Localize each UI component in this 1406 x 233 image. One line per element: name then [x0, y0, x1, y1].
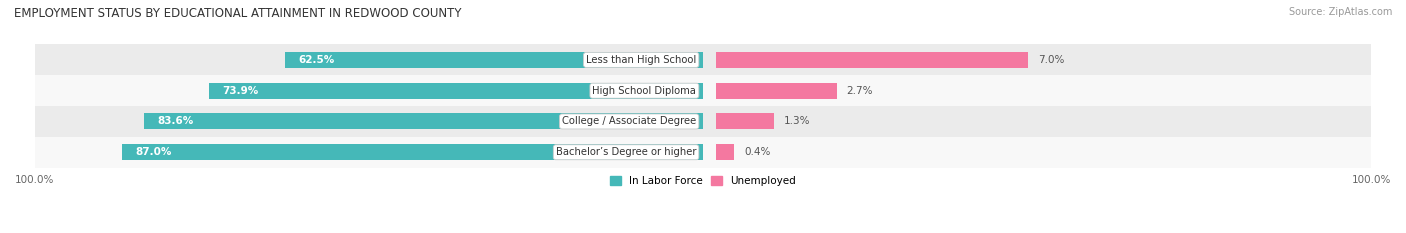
Text: Source: ZipAtlas.com: Source: ZipAtlas.com [1288, 7, 1392, 17]
Bar [717, 113, 775, 130]
Text: 83.6%: 83.6% [157, 116, 194, 127]
Legend: In Labor Force, Unemployed: In Labor Force, Unemployed [606, 172, 800, 190]
Bar [717, 52, 1028, 68]
Text: Less than High School: Less than High School [586, 55, 696, 65]
Bar [145, 113, 703, 130]
Text: 1.3%: 1.3% [785, 116, 811, 127]
Text: 0.4%: 0.4% [744, 147, 770, 157]
Text: 7.0%: 7.0% [1038, 55, 1064, 65]
Bar [285, 52, 703, 68]
Bar [35, 137, 1371, 168]
Bar [35, 75, 1371, 106]
Bar [209, 83, 703, 99]
Text: EMPLOYMENT STATUS BY EDUCATIONAL ATTAINMENT IN REDWOOD COUNTY: EMPLOYMENT STATUS BY EDUCATIONAL ATTAINM… [14, 7, 461, 20]
Text: College / Associate Degree: College / Associate Degree [562, 116, 696, 127]
Bar [35, 106, 1371, 137]
Text: 87.0%: 87.0% [135, 147, 172, 157]
Bar [717, 83, 837, 99]
Text: 2.7%: 2.7% [846, 86, 873, 96]
Bar [121, 144, 703, 160]
Text: High School Diploma: High School Diploma [592, 86, 696, 96]
Text: Bachelor’s Degree or higher: Bachelor’s Degree or higher [555, 147, 696, 157]
Bar [717, 144, 734, 160]
Text: 62.5%: 62.5% [298, 55, 335, 65]
Text: 73.9%: 73.9% [222, 86, 259, 96]
Bar [35, 45, 1371, 75]
